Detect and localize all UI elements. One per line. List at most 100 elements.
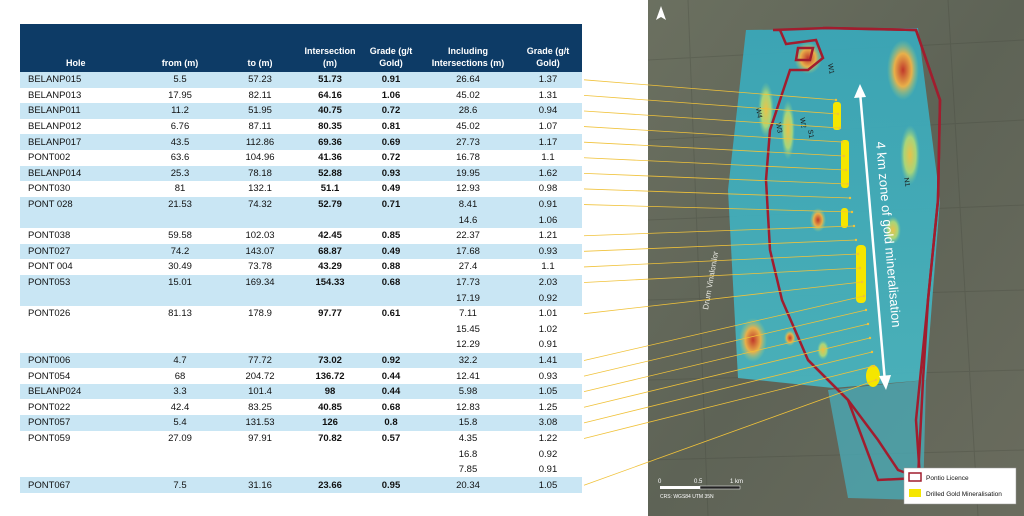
- cell-hole: PONT059: [28, 432, 71, 444]
- cell-to: 73.78: [248, 261, 272, 273]
- cell-intersection: 43.29: [318, 261, 342, 273]
- cell-from: [140, 462, 220, 478]
- cell-grade: 1.06: [381, 89, 401, 101]
- table-row: 17.19 0.92: [20, 290, 582, 306]
- cell-hole: BELANP014: [28, 167, 82, 179]
- cell-grade-including: 1.05: [538, 479, 558, 491]
- table-row: PONT026 81.13 178.9 97.77 0.61 7.11 1.01: [20, 305, 582, 322]
- cell-grade-including: 1.25: [538, 401, 558, 413]
- cell-to: [220, 337, 300, 353]
- cell-intersection: 80.35: [318, 121, 342, 133]
- cell-grade-including: 1.1: [541, 261, 555, 273]
- cell-grade: 0.69: [381, 136, 401, 148]
- cell-hole: [20, 462, 140, 478]
- cell-grade-including: 1.37: [538, 74, 558, 86]
- cell-grade: 0.44: [381, 370, 401, 382]
- cell-including: 27.73: [456, 136, 480, 148]
- cell-intersection: [300, 212, 360, 228]
- cell-grade: 0.92: [381, 354, 401, 366]
- table-row: PONT 028 21.53 74.32 52.79 0.71 8.41 0.91: [20, 196, 582, 213]
- cell-hole: BELANP012: [28, 121, 82, 133]
- cell-grade-including: 1.02: [538, 323, 558, 335]
- cell-to: 143.07: [245, 245, 275, 257]
- cell-hole: PONT057: [28, 417, 71, 429]
- cell-from: 11.2: [171, 105, 189, 117]
- cell-including: 8.41: [458, 199, 478, 211]
- cell-hole: BELANP015: [28, 74, 82, 86]
- cell-from: 3.3: [173, 386, 187, 398]
- cell-intersection: [300, 290, 360, 306]
- cell-from: 5.5: [173, 74, 187, 86]
- table-row: 7.85 0.91: [20, 461, 582, 478]
- cell-intersection: [300, 462, 360, 478]
- cell-from: 4.7: [173, 354, 187, 366]
- cell-grade-including: 1.05: [538, 386, 558, 398]
- cell-hole: PONT054: [28, 370, 71, 382]
- cell-including: 19.95: [456, 167, 480, 179]
- table-row: PONT006 4.7 77.72 73.02 0.92 32.2 1.41: [20, 352, 582, 369]
- cell-grade-including: 1.1: [541, 152, 555, 164]
- cell-grade: 0.91: [381, 74, 401, 86]
- cell-intersection: 40.75: [318, 105, 342, 117]
- cell-intersection: 68.87: [318, 245, 342, 257]
- cell-including: 32.2: [458, 354, 478, 366]
- table-row: 12.29 0.91: [20, 337, 582, 353]
- cell-from: 74.2: [170, 245, 190, 257]
- cell-grade: 0.72: [381, 152, 401, 164]
- cell-including: 22.37: [456, 230, 480, 242]
- cell-intersection: [300, 337, 360, 353]
- cell-from: 25.3: [170, 167, 190, 179]
- cell-including: 12.41: [456, 370, 480, 382]
- cell-to: 83.25: [248, 401, 272, 413]
- cell-grade-including: 1.22: [538, 432, 558, 444]
- cell-intersection: [300, 322, 360, 338]
- cell-grade: [360, 462, 422, 478]
- cell-intersection: 97.77: [318, 308, 342, 320]
- cell-grade-including: 0.92: [538, 292, 558, 304]
- cell-to: [220, 462, 300, 478]
- cell-from: 7.5: [173, 479, 187, 491]
- cell-grade-including: 0.93: [538, 370, 558, 382]
- cell-including: 16.78: [456, 152, 480, 164]
- cell-grade: [360, 322, 422, 338]
- cell-grade: [360, 212, 422, 228]
- cell-from: 68: [174, 370, 186, 382]
- crs-label: CRS: WGS84 UTM 35N: [660, 494, 714, 500]
- cell-hole: PONT022: [28, 401, 71, 413]
- table-row: BELANP024 3.3 101.4 98 0.44 5.98 1.05: [20, 383, 582, 400]
- cell-grade: 0.68: [381, 401, 401, 413]
- cell-intersection: 51.1: [320, 183, 340, 195]
- cell-grade-including: 3.08: [538, 417, 558, 429]
- cell-hole: PONT027: [28, 245, 71, 257]
- cell-grade: 0.81: [381, 121, 401, 133]
- cell-grade: [360, 446, 422, 462]
- cell-intersection: 64.16: [318, 89, 342, 101]
- cell-grade: 0.71: [381, 199, 401, 211]
- cell-hole: PONT067: [28, 479, 71, 491]
- cell-grade-including: 0.91: [538, 464, 558, 476]
- table-row: PONT054 68 204.72 136.72 0.44 12.41 0.93: [20, 368, 582, 384]
- cell-hole: PONT002: [28, 152, 71, 164]
- cell-intersection: 23.66: [318, 479, 342, 491]
- cell-from: [140, 446, 220, 462]
- header-intersection: Intersection (m): [304, 46, 356, 68]
- cell-including: 12.93: [456, 183, 480, 195]
- table-row: BELANP015 5.5 57.23 51.73 0.91 26.64 1.37: [20, 72, 582, 88]
- table-row: BELANP013 17.95 82.11 64.16 1.06 45.02 1.31: [20, 87, 582, 104]
- cell-hole: [20, 290, 140, 306]
- cell-to: [220, 446, 300, 462]
- cell-hole: PONT053: [28, 277, 71, 289]
- cell-hole: BELANP017: [28, 136, 82, 148]
- cell-intersection: 69.36: [318, 136, 342, 148]
- cell-to: 77.72: [248, 354, 272, 366]
- cell-grade-including: 1.41: [538, 354, 558, 366]
- cell-intersection: 41.36: [318, 152, 342, 164]
- cell-hole: [20, 446, 140, 462]
- cell-grade: 0.61: [381, 308, 401, 320]
- cell-grade-including: 2.03: [538, 277, 558, 289]
- cell-to: 131.53: [245, 417, 275, 429]
- cell-to: 78.18: [248, 167, 272, 179]
- cell-grade-including: 1.17: [538, 136, 558, 148]
- legend-swatch-licence: [908, 472, 922, 482]
- drill-results-table: Hole from (m) to (m) Intersection (m) Gr…: [20, 24, 582, 494]
